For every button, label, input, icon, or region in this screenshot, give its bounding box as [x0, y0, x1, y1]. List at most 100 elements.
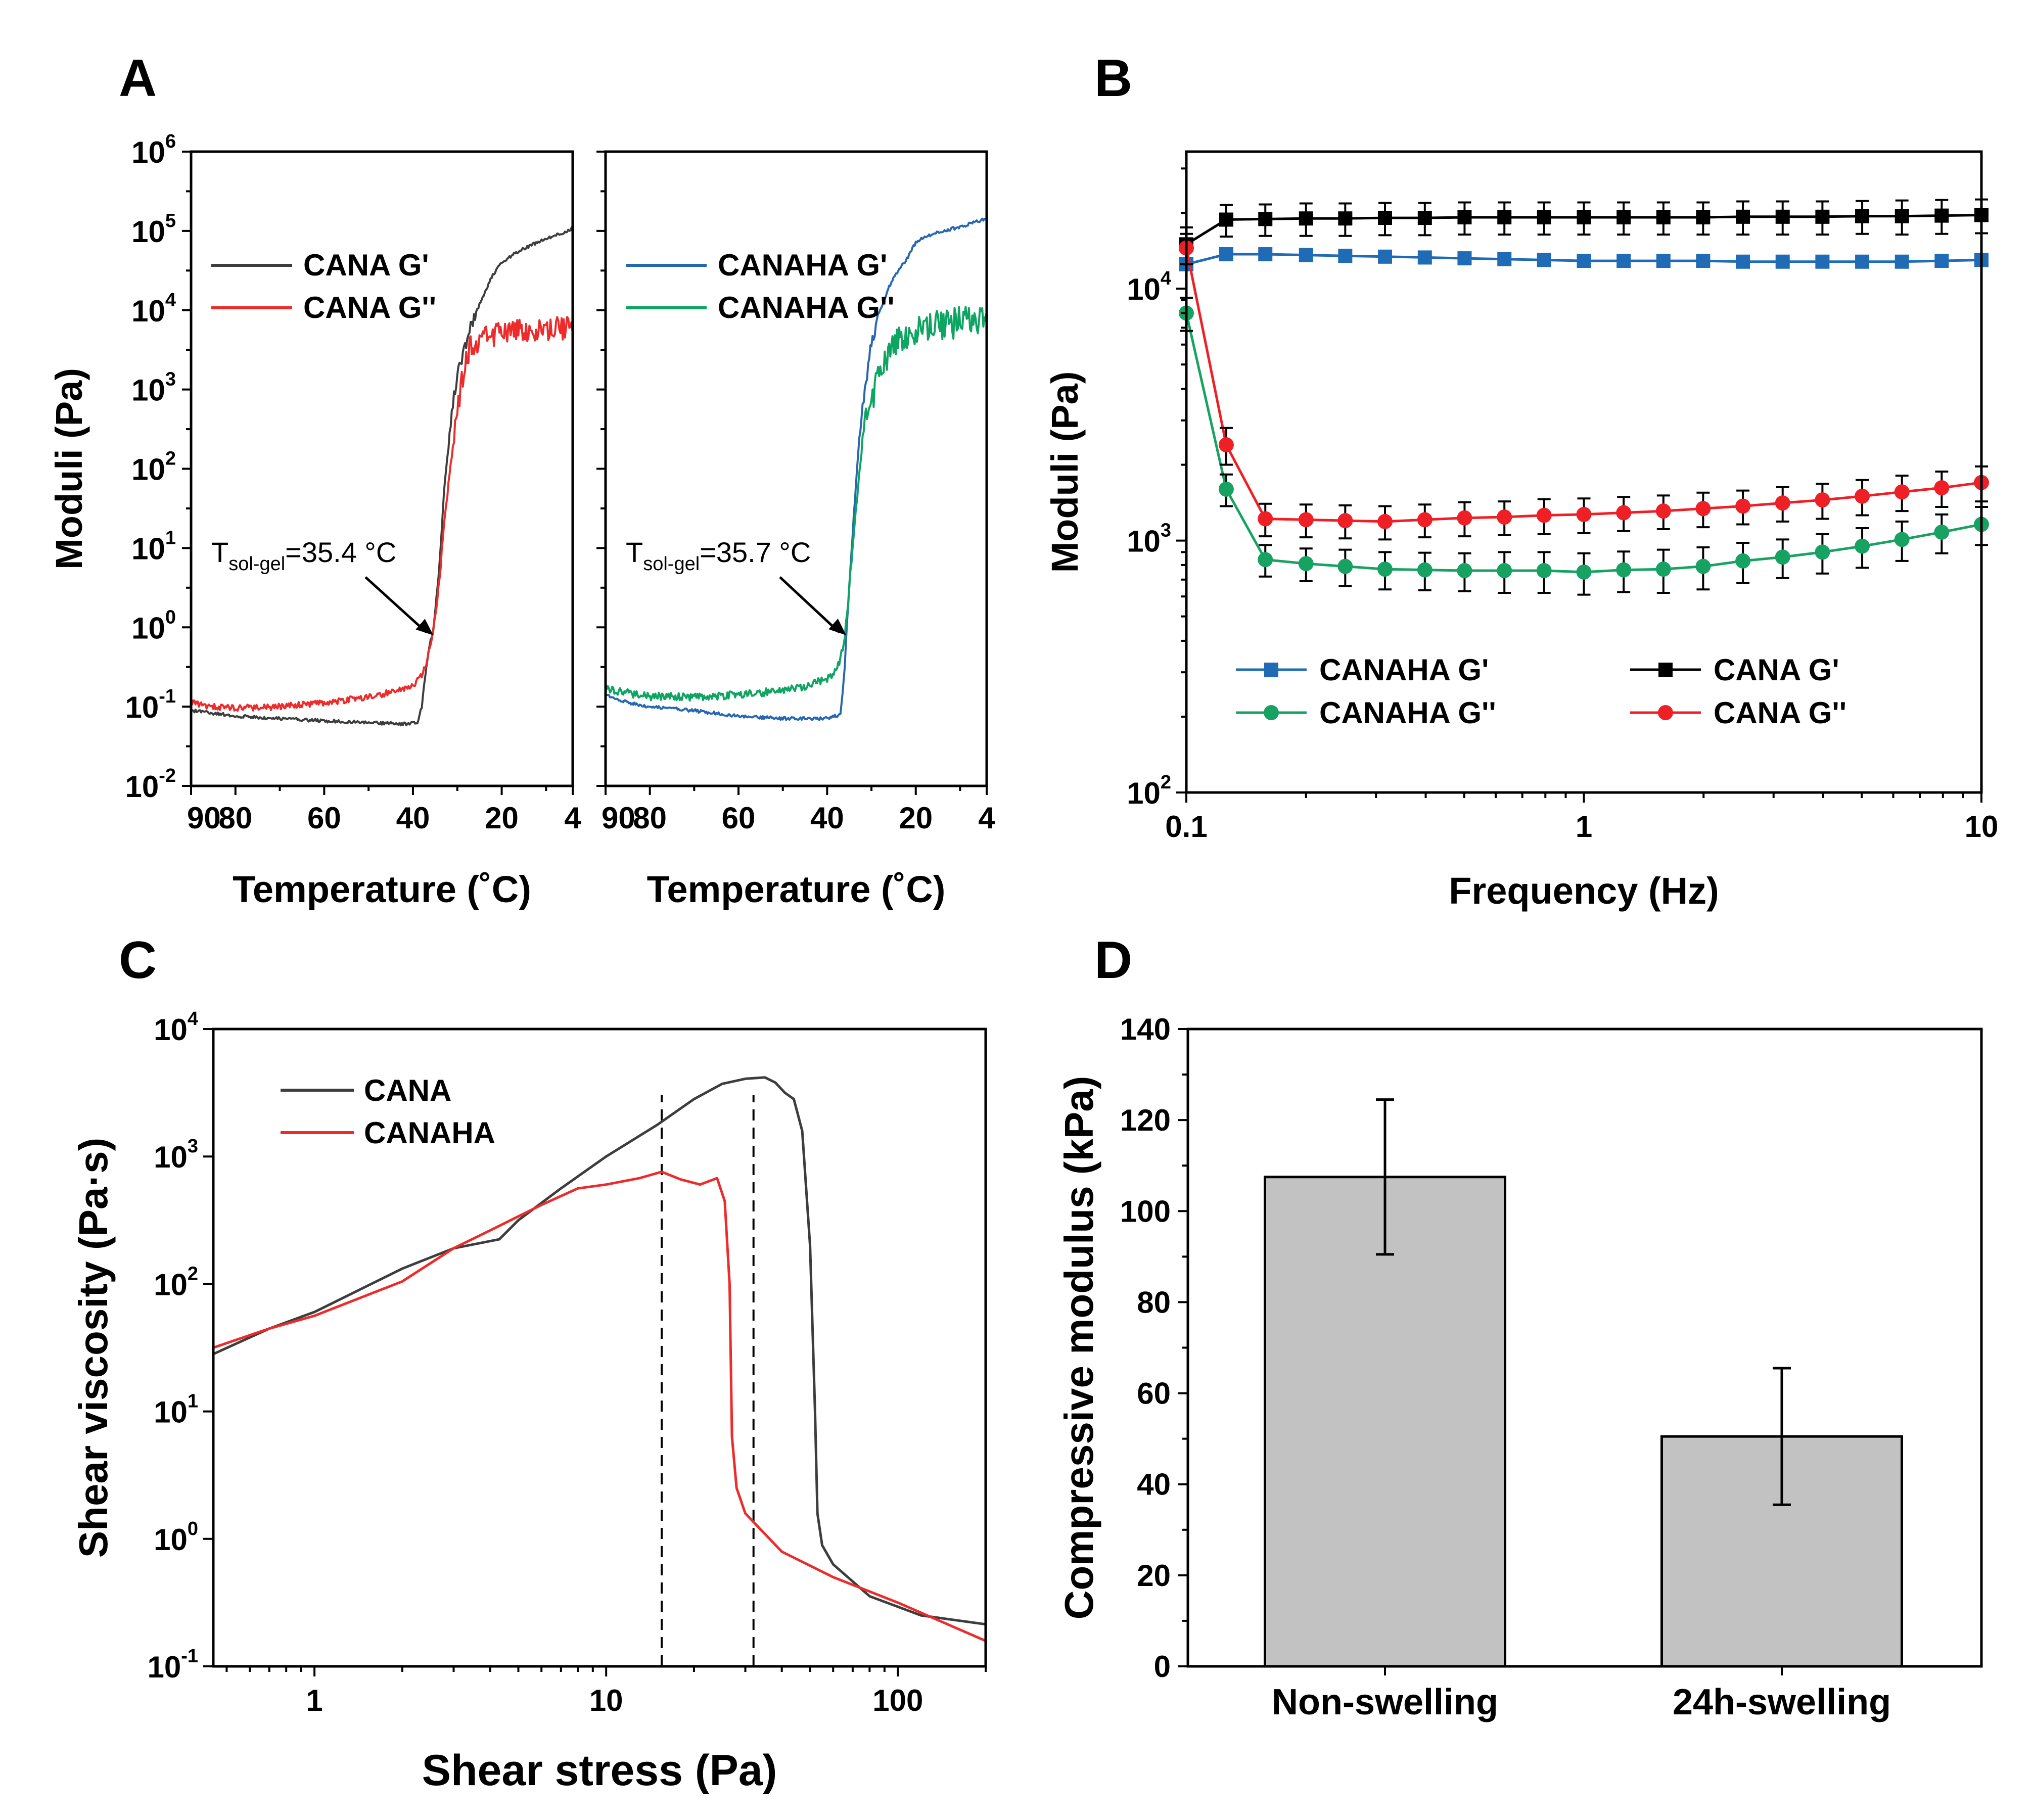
y-tick-label-base: 10 — [154, 1523, 188, 1557]
data-point — [1735, 498, 1751, 514]
data-point — [1378, 211, 1393, 225]
annotation-prefix: T — [211, 536, 228, 568]
data-point — [1377, 562, 1393, 577]
data-point — [1497, 252, 1512, 266]
y-tick-label: 102 — [154, 1263, 198, 1301]
data-point — [1298, 556, 1314, 572]
annotation-arrow-head — [828, 619, 847, 635]
legend-label: CANA G' — [303, 248, 429, 282]
annotation-value: =35.4 °C — [285, 536, 396, 568]
data-point — [1656, 210, 1671, 224]
data-point — [1417, 250, 1432, 265]
data-point — [1218, 481, 1234, 497]
y-tick-label-exponent: 5 — [165, 210, 176, 231]
data-point — [1616, 254, 1631, 268]
y-tick-label-base: 10 — [131, 215, 165, 249]
data-point — [1736, 254, 1750, 269]
y-tick-label: 103 — [154, 1136, 198, 1174]
annotation-text: Tsol-gel=35.4 °C — [211, 536, 396, 575]
x-category-label: 24h-swelling — [1673, 1682, 1891, 1722]
y-tick-label: 40 — [1137, 1468, 1171, 1502]
y-tick-label-base: 10 — [131, 374, 165, 407]
x-tick-label: 40 — [810, 801, 844, 835]
x-tick-label: 20 — [899, 801, 933, 835]
data-point — [1417, 562, 1433, 578]
y-tick-label: 80 — [1137, 1285, 1171, 1319]
data-point — [1497, 509, 1512, 525]
y-tick-label: 102 — [131, 448, 176, 487]
data-point — [1855, 209, 1870, 223]
y-tick-label: 100 — [131, 606, 176, 645]
data-point — [1775, 549, 1790, 565]
annotation-subscript: sol-gel — [643, 553, 700, 575]
x-tick-label: 4 — [564, 801, 581, 835]
x-tick-label: 90 — [602, 801, 635, 835]
data-point — [1934, 524, 1950, 540]
panel-letter-d: D — [1094, 931, 1132, 990]
y-tick-label-exponent: -1 — [181, 1646, 198, 1667]
data-point — [1895, 254, 1909, 269]
y-axis-title: Moduli (Pa) — [48, 368, 90, 570]
y-tick-label-base: 10 — [1127, 776, 1161, 810]
y-tick-label: 100 — [1120, 1194, 1171, 1228]
data-point — [1616, 210, 1631, 224]
x-tick-label: 10 — [1965, 810, 1999, 844]
data-point — [1457, 210, 1472, 224]
legend-label: CANAHA G'' — [1319, 696, 1496, 730]
data-point — [1775, 495, 1790, 511]
data-point — [1695, 501, 1711, 517]
data-point — [1775, 209, 1790, 224]
data-point — [1855, 254, 1870, 269]
x-tick-label: 40 — [396, 801, 430, 835]
y-tick-label: 10-1 — [125, 686, 176, 724]
y-tick-label-base: 10 — [1127, 272, 1161, 306]
plot-frame — [212, 1028, 987, 1668]
y-tick-label-base: 10 — [125, 770, 159, 804]
data-point — [1695, 558, 1711, 574]
series-line-cana — [212, 1076, 986, 1626]
data-point — [1219, 212, 1233, 227]
y-tick-label-exponent: 3 — [188, 1136, 198, 1157]
y-tick-label: 101 — [154, 1391, 198, 1429]
y-tick-label: 104 — [154, 1008, 198, 1047]
data-point — [1337, 513, 1353, 529]
annotation-prefix: T — [626, 536, 643, 568]
y-tick-label: 60 — [1137, 1377, 1171, 1411]
data-point — [1258, 212, 1273, 226]
y-tick-label: 102 — [1127, 772, 1171, 810]
annotation-subscript: sol-gel — [228, 553, 285, 575]
x-tick-label: 80 — [218, 801, 252, 835]
y-tick-label: 105 — [131, 210, 176, 249]
data-point — [1577, 254, 1591, 268]
y-tick-label-exponent: 0 — [188, 1518, 198, 1539]
y-tick-label: 10-2 — [125, 765, 176, 804]
data-point — [1735, 553, 1751, 569]
data-point — [1417, 512, 1433, 528]
y-tick-label: 104 — [131, 290, 176, 328]
data-point — [1616, 505, 1632, 521]
y-tick-label: 20 — [1137, 1559, 1171, 1593]
legend-label: CANA G' — [1714, 653, 1839, 687]
data-point — [1497, 563, 1512, 578]
data-point — [1457, 251, 1472, 266]
plot-frame — [1185, 150, 1983, 794]
y-tick-label-exponent: 0 — [165, 606, 176, 628]
y-tick-label-base: 10 — [154, 1395, 188, 1429]
data-point — [1934, 480, 1950, 496]
y-tick-label-exponent: -2 — [159, 765, 176, 786]
x-tick-label: 90 — [187, 801, 221, 835]
y-tick-label-exponent: -1 — [159, 686, 176, 707]
plot-frame — [190, 150, 574, 787]
data-point — [1815, 544, 1830, 560]
legend-label: CANA G'' — [1714, 696, 1846, 730]
y-tick-label-exponent: 6 — [165, 131, 176, 152]
data-point — [1894, 532, 1910, 547]
data-point — [1338, 211, 1353, 226]
series-line-canaha-g- — [605, 217, 987, 721]
legend-label: CANAHA — [364, 1116, 495, 1150]
x-tick-label: 20 — [485, 801, 519, 835]
data-point — [1298, 512, 1314, 528]
data-point — [1417, 211, 1432, 225]
y-tick-label-base: 10 — [154, 1268, 188, 1301]
